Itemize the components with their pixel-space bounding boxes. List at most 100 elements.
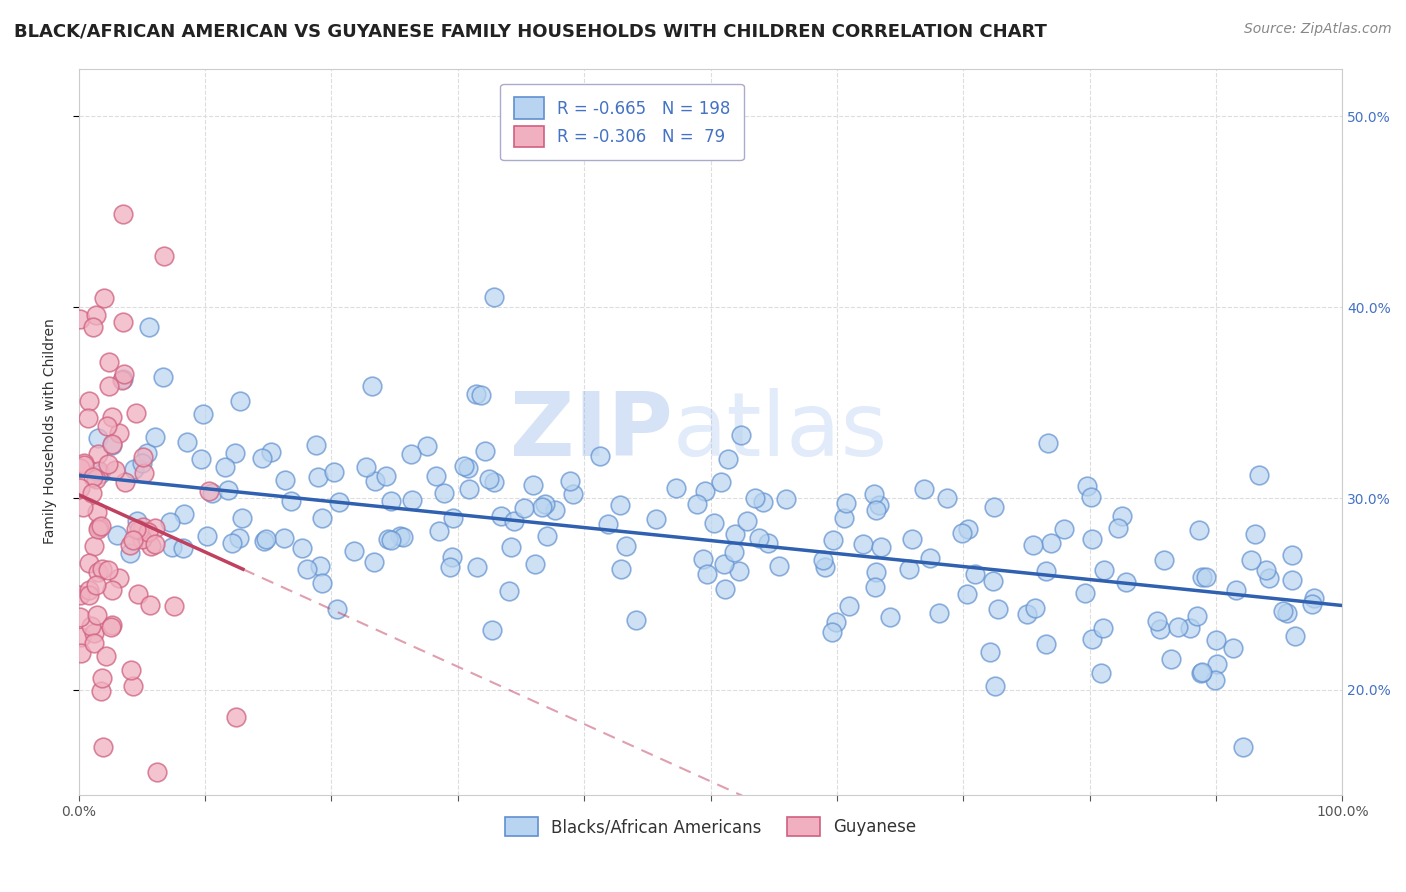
Point	[703, 516, 725, 531]
Point	[821, 533, 844, 547]
Point	[125, 514, 148, 528]
Point	[1204, 673, 1226, 687]
Point	[920, 550, 942, 565]
Point	[768, 559, 790, 574]
Point	[524, 557, 547, 571]
Point	[665, 481, 688, 495]
Point	[963, 567, 986, 582]
Point	[928, 606, 950, 620]
Point	[87, 447, 110, 461]
Point	[125, 406, 148, 420]
Point	[1222, 640, 1244, 655]
Point	[865, 503, 887, 517]
Point	[131, 457, 153, 471]
Point	[228, 531, 250, 545]
Point	[1284, 629, 1306, 643]
Point	[96, 648, 118, 663]
Point	[176, 435, 198, 450]
Point	[214, 460, 236, 475]
Point	[136, 446, 159, 460]
Point	[224, 445, 246, 459]
Point	[981, 574, 1004, 589]
Point	[104, 463, 127, 477]
Point	[1185, 608, 1208, 623]
Point	[120, 546, 142, 560]
Point	[254, 532, 277, 546]
Y-axis label: Family Households with Children: Family Households with Children	[44, 318, 58, 544]
Point	[693, 483, 716, 498]
Point	[191, 407, 214, 421]
Point	[1035, 637, 1057, 651]
Point	[87, 566, 110, 580]
Point	[69, 461, 91, 475]
Point	[253, 534, 276, 549]
Point	[159, 516, 181, 530]
Point	[72, 500, 94, 514]
Point	[143, 521, 166, 535]
Point	[77, 410, 100, 425]
Point	[477, 472, 499, 486]
Point	[250, 451, 273, 466]
Point	[87, 431, 110, 445]
Point	[77, 583, 100, 598]
Point	[112, 315, 135, 329]
Point	[482, 475, 505, 489]
Point	[727, 564, 749, 578]
Point	[1111, 509, 1133, 524]
Point	[869, 498, 891, 512]
Text: Source: ZipAtlas.com: Source: ZipAtlas.com	[1244, 22, 1392, 37]
Point	[311, 575, 333, 590]
Point	[120, 663, 142, 677]
Point	[297, 562, 319, 576]
Point	[1272, 604, 1295, 618]
Point	[530, 500, 553, 514]
Point	[160, 540, 183, 554]
Point	[983, 500, 1005, 515]
Point	[502, 514, 524, 528]
Point	[131, 520, 153, 534]
Point	[89, 520, 111, 534]
Point	[105, 528, 128, 542]
Point	[1225, 583, 1247, 598]
Point	[118, 538, 141, 552]
Point	[626, 613, 648, 627]
Point	[838, 599, 860, 613]
Point	[1281, 573, 1303, 587]
Point	[309, 558, 332, 573]
Point	[86, 607, 108, 622]
Point	[865, 580, 887, 594]
Point	[744, 491, 766, 506]
Point	[273, 473, 295, 487]
Point	[956, 587, 979, 601]
Point	[195, 529, 218, 543]
Point	[1247, 467, 1270, 482]
Point	[77, 588, 100, 602]
Point	[1178, 621, 1201, 635]
Point	[307, 469, 329, 483]
Point	[879, 609, 901, 624]
Point	[90, 562, 112, 576]
Point	[356, 460, 378, 475]
Point	[69, 311, 91, 326]
Point	[83, 625, 105, 640]
Point	[987, 602, 1010, 616]
Point	[89, 467, 111, 481]
Point	[1281, 548, 1303, 562]
Point	[225, 710, 247, 724]
Point	[70, 630, 93, 644]
Point	[221, 535, 243, 549]
Point	[1243, 527, 1265, 541]
Point	[489, 509, 512, 524]
Point	[441, 511, 464, 525]
Point	[425, 469, 447, 483]
Point	[513, 501, 536, 516]
Point	[610, 562, 633, 576]
Point	[122, 462, 145, 476]
Point	[127, 587, 149, 601]
Point	[501, 540, 523, 554]
Point	[374, 468, 396, 483]
Point	[173, 507, 195, 521]
Point	[273, 531, 295, 545]
Point	[1146, 614, 1168, 628]
Point	[152, 370, 174, 384]
